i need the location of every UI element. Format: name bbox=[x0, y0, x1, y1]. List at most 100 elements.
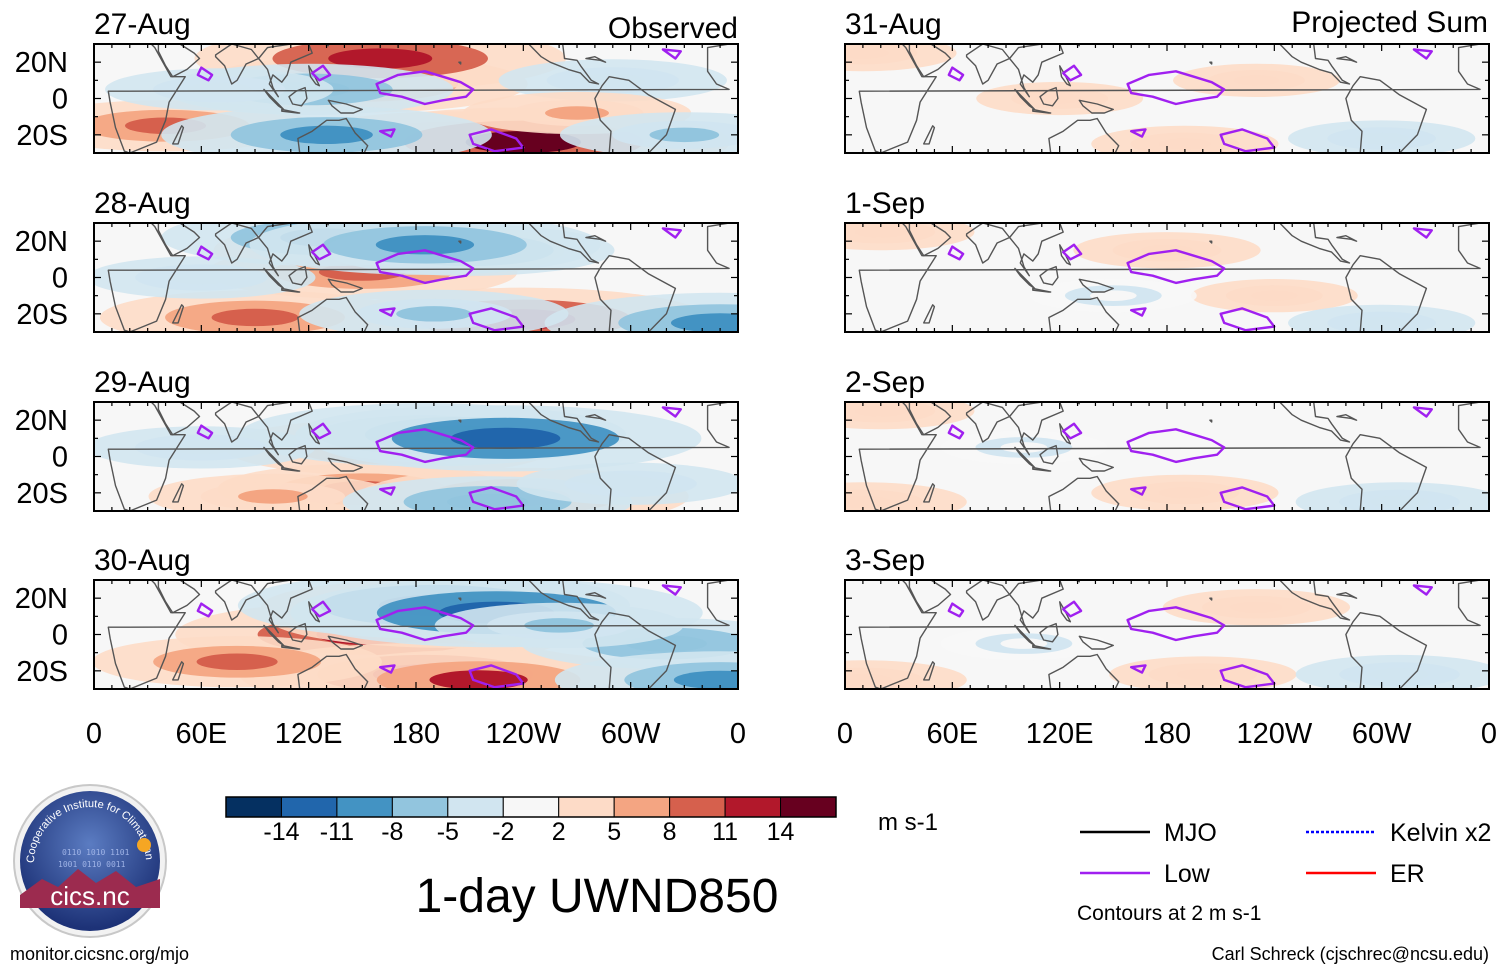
legend-label-kelvin: Kelvin x2 bbox=[1390, 819, 1491, 847]
low-contour bbox=[311, 600, 332, 618]
low-contour bbox=[379, 664, 396, 674]
panel-date-label: 29-Aug bbox=[94, 366, 191, 399]
wind-anomaly-core bbox=[1370, 495, 1429, 509]
colorbar-swatch bbox=[225, 796, 282, 818]
coastline-central-america bbox=[1278, 580, 1351, 621]
coastline-hawaii bbox=[458, 597, 462, 601]
cics-nc-logo: Cooperative Institute for Climate and Sa… bbox=[8, 774, 168, 939]
low-contour bbox=[375, 70, 475, 106]
colorbar-tick-label: -2 bbox=[492, 818, 514, 846]
coastline-madagascar bbox=[923, 125, 936, 145]
y-tick-label: 20S bbox=[16, 299, 68, 331]
coastline-hawaii bbox=[458, 419, 462, 423]
low-contour bbox=[379, 486, 396, 496]
low-contour bbox=[379, 307, 396, 317]
colorbar-tick-label: 8 bbox=[663, 818, 677, 846]
wind-anomaly-core bbox=[328, 48, 433, 69]
coastline-new-guinea bbox=[327, 99, 363, 114]
colorbar-tick-label: -11 bbox=[320, 818, 354, 846]
credit-url: monitor.cicsnc.org/mjo bbox=[10, 944, 190, 964]
coastline-borneo bbox=[288, 265, 308, 286]
map-panel-30-aug: 30-Aug 20N 0 20S bbox=[15, 544, 739, 690]
low-contour bbox=[311, 64, 332, 82]
coastline-java bbox=[1032, 108, 1052, 114]
wind-anomaly-core bbox=[375, 235, 475, 255]
coastline-australia bbox=[1048, 475, 1120, 511]
y-tick-label: 0 bbox=[52, 620, 68, 652]
coastline-south-america bbox=[594, 75, 677, 153]
x-tick-label: 120E bbox=[1026, 718, 1094, 750]
column-header-observed: Observed bbox=[608, 12, 738, 45]
colorbar-tick-label: -14 bbox=[263, 818, 299, 846]
y-tick-label: 20S bbox=[16, 656, 68, 688]
low-contour bbox=[311, 422, 332, 440]
x-tick-label: 180 bbox=[1143, 718, 1191, 750]
coastline-se-asia bbox=[257, 402, 313, 456]
wind-anomaly-core bbox=[1176, 668, 1230, 681]
colorbar-swatch bbox=[502, 796, 560, 818]
colorbar-tick-label: 14 bbox=[767, 818, 795, 846]
low-contour bbox=[1126, 606, 1226, 642]
coastline-borneo bbox=[1039, 86, 1059, 107]
y-tick-label: 20N bbox=[15, 47, 68, 79]
coastline-madagascar bbox=[171, 125, 185, 145]
wind-anomaly-core bbox=[1089, 290, 1137, 301]
low-contour bbox=[661, 227, 682, 239]
coastline-arabia bbox=[157, 223, 201, 257]
coastline-india bbox=[965, 580, 1011, 621]
coastline-hawaii bbox=[1209, 597, 1213, 601]
coastline-madagascar bbox=[171, 661, 185, 681]
panel-ticks bbox=[93, 579, 739, 690]
wind-anomaly-core bbox=[854, 405, 908, 417]
coastline-india bbox=[214, 402, 260, 443]
coastline-borneo bbox=[288, 444, 308, 465]
column-header-projected: Projected Sum bbox=[1291, 6, 1488, 39]
low-contour bbox=[1129, 128, 1147, 138]
coastline-south-america bbox=[1345, 75, 1428, 153]
colorbar-tick-label: -5 bbox=[437, 818, 459, 846]
colorbar-tick-label: 5 bbox=[607, 818, 621, 846]
coastline-australia bbox=[297, 475, 369, 511]
coastline-java bbox=[281, 644, 301, 650]
coastline-africa bbox=[107, 44, 730, 153]
low-contour bbox=[1061, 64, 1083, 82]
coastline-australia bbox=[1048, 653, 1120, 689]
low-contour bbox=[196, 602, 214, 618]
low-contour bbox=[379, 128, 396, 138]
coastline-cuba bbox=[1336, 592, 1358, 599]
panel-ticks bbox=[844, 401, 1490, 512]
coastline-central-america bbox=[528, 44, 600, 85]
wind-anomaly-core bbox=[1355, 132, 1408, 145]
panel-date-label: 30-Aug bbox=[94, 544, 191, 577]
coastline-java bbox=[1032, 466, 1052, 472]
coastline-hawaii bbox=[458, 240, 462, 244]
wind-anomaly-core bbox=[169, 270, 234, 285]
colorbar-swatch bbox=[669, 796, 726, 818]
low-contour bbox=[375, 249, 475, 285]
coastline-se-asia bbox=[257, 223, 313, 277]
coastline-africa bbox=[107, 223, 730, 332]
coastline-new-guinea bbox=[1078, 635, 1115, 650]
mountain-icon bbox=[20, 869, 160, 908]
y-tick-label: 0 bbox=[52, 84, 68, 116]
coastline-madagascar bbox=[171, 304, 185, 324]
coastline-sumatra bbox=[1014, 446, 1036, 469]
legend-label-low: Low bbox=[1164, 860, 1211, 888]
map-panel-29-aug: 29-Aug 20N 0 20S bbox=[15, 366, 739, 512]
colorbar-swatch bbox=[391, 796, 449, 818]
coastline-sumatra bbox=[263, 88, 285, 111]
low-contour bbox=[196, 424, 214, 440]
low-contour bbox=[1126, 428, 1226, 464]
coastline-india bbox=[214, 580, 260, 621]
coastline-borneo bbox=[1039, 622, 1059, 643]
wind-anomaly-core bbox=[280, 125, 373, 144]
coastline-australia bbox=[1048, 296, 1120, 332]
wind-anomaly-core bbox=[1355, 317, 1408, 329]
low-contour bbox=[947, 602, 965, 618]
wind-anomaly-core bbox=[465, 131, 582, 153]
y-tick-label: 0 bbox=[52, 263, 68, 295]
coastline-java bbox=[281, 287, 301, 293]
map-panel-2-sep: 2-Sep bbox=[844, 366, 1490, 512]
map-panel-27-aug: 27-Aug 20N 0 20S bbox=[15, 8, 739, 154]
